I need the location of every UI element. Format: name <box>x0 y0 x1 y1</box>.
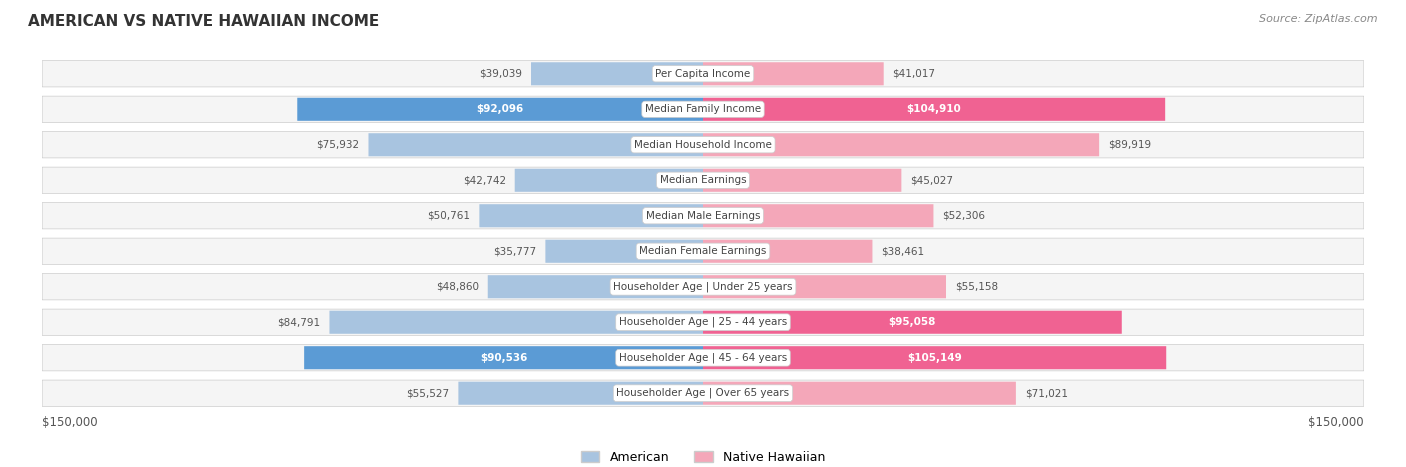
FancyBboxPatch shape <box>546 240 703 263</box>
FancyBboxPatch shape <box>42 345 1364 371</box>
Text: $48,860: $48,860 <box>436 282 479 292</box>
Text: $90,536: $90,536 <box>479 353 527 363</box>
Text: $52,306: $52,306 <box>942 211 986 221</box>
FancyBboxPatch shape <box>458 382 703 405</box>
FancyBboxPatch shape <box>515 169 703 192</box>
FancyBboxPatch shape <box>531 62 703 85</box>
Text: Median Household Income: Median Household Income <box>634 140 772 150</box>
FancyBboxPatch shape <box>703 382 1017 405</box>
FancyBboxPatch shape <box>42 203 1364 229</box>
Text: $104,910: $104,910 <box>907 104 962 114</box>
FancyBboxPatch shape <box>703 133 1099 156</box>
FancyBboxPatch shape <box>42 274 1364 300</box>
Text: $150,000: $150,000 <box>42 416 98 429</box>
Text: AMERICAN VS NATIVE HAWAIIAN INCOME: AMERICAN VS NATIVE HAWAIIAN INCOME <box>28 14 380 29</box>
Text: $55,527: $55,527 <box>406 388 450 398</box>
Text: $150,000: $150,000 <box>1308 416 1364 429</box>
Text: $38,461: $38,461 <box>882 246 924 256</box>
Text: $41,017: $41,017 <box>893 69 935 79</box>
Text: Householder Age | 25 - 44 years: Householder Age | 25 - 44 years <box>619 317 787 327</box>
Text: Median Earnings: Median Earnings <box>659 175 747 185</box>
FancyBboxPatch shape <box>304 346 703 369</box>
FancyBboxPatch shape <box>329 311 703 334</box>
Text: $89,919: $89,919 <box>1108 140 1152 150</box>
FancyBboxPatch shape <box>42 61 1364 87</box>
FancyBboxPatch shape <box>703 62 884 85</box>
FancyBboxPatch shape <box>42 167 1364 193</box>
Text: $75,932: $75,932 <box>316 140 360 150</box>
FancyBboxPatch shape <box>488 275 703 298</box>
FancyBboxPatch shape <box>42 132 1364 158</box>
Text: $55,158: $55,158 <box>955 282 998 292</box>
FancyBboxPatch shape <box>42 238 1364 264</box>
FancyBboxPatch shape <box>479 204 703 227</box>
Text: Median Male Earnings: Median Male Earnings <box>645 211 761 221</box>
FancyBboxPatch shape <box>703 346 1166 369</box>
Text: $39,039: $39,039 <box>479 69 522 79</box>
FancyBboxPatch shape <box>703 240 873 263</box>
FancyBboxPatch shape <box>703 275 946 298</box>
Text: $35,777: $35,777 <box>494 246 537 256</box>
Text: $105,149: $105,149 <box>907 353 962 363</box>
Text: Per Capita Income: Per Capita Income <box>655 69 751 79</box>
Text: Householder Age | Under 25 years: Householder Age | Under 25 years <box>613 282 793 292</box>
FancyBboxPatch shape <box>368 133 703 156</box>
FancyBboxPatch shape <box>703 204 934 227</box>
FancyBboxPatch shape <box>703 169 901 192</box>
FancyBboxPatch shape <box>42 96 1364 122</box>
FancyBboxPatch shape <box>703 98 1166 121</box>
Text: $95,058: $95,058 <box>889 317 936 327</box>
Text: $84,791: $84,791 <box>277 317 321 327</box>
Text: Median Family Income: Median Family Income <box>645 104 761 114</box>
FancyBboxPatch shape <box>42 380 1364 406</box>
Text: Median Female Earnings: Median Female Earnings <box>640 246 766 256</box>
Text: Source: ZipAtlas.com: Source: ZipAtlas.com <box>1260 14 1378 24</box>
Text: $42,742: $42,742 <box>463 175 506 185</box>
Text: $45,027: $45,027 <box>910 175 953 185</box>
FancyBboxPatch shape <box>703 311 1122 334</box>
FancyBboxPatch shape <box>297 98 703 121</box>
Text: $71,021: $71,021 <box>1025 388 1067 398</box>
FancyBboxPatch shape <box>42 309 1364 335</box>
Text: $92,096: $92,096 <box>477 104 524 114</box>
Text: Householder Age | 45 - 64 years: Householder Age | 45 - 64 years <box>619 353 787 363</box>
Text: $50,761: $50,761 <box>427 211 471 221</box>
Legend: American, Native Hawaiian: American, Native Hawaiian <box>575 446 831 467</box>
Text: Householder Age | Over 65 years: Householder Age | Over 65 years <box>616 388 790 398</box>
